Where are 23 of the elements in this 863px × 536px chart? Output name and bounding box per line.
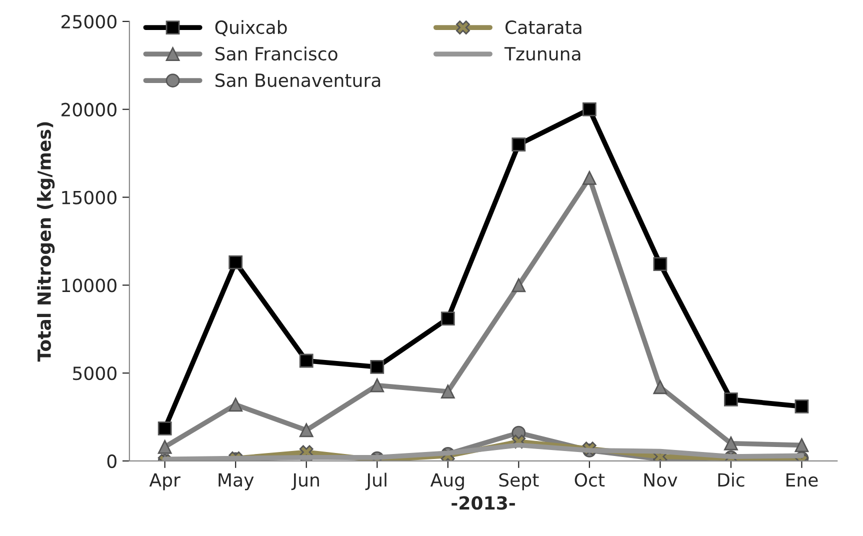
legend-label: San Francisco — [216, 46, 338, 61]
y-tick-label: 20000 — [62, 102, 116, 116]
x-tick-label: Jun — [291, 473, 319, 490]
x-tick-label: May — [218, 473, 254, 490]
x-tick-label: Aug — [430, 473, 464, 490]
x-tick-label: Sept — [499, 473, 539, 490]
x-tick-label: Dic — [718, 472, 744, 487]
x-tick-label: Jul — [365, 472, 386, 490]
x-tick-label: Ene — [786, 473, 818, 487]
x-tick-label: Nov — [644, 473, 678, 487]
legend-label: Quixcab — [215, 20, 287, 36]
x-tick-label: Apr — [149, 473, 180, 490]
legend-label: San Buenaventura — [216, 73, 380, 88]
y-tick-label: 10000 — [62, 278, 116, 292]
y-tick-label: 25000 — [62, 14, 116, 29]
legend-label: Tzununa — [504, 47, 580, 61]
y-tick-label: 15000 — [62, 190, 116, 204]
y-tick-label: 0 — [107, 454, 116, 468]
y-tick-label: 5000 — [73, 366, 116, 380]
legend-label: Catarata — [506, 20, 582, 34]
x-axis-title: -2013- — [452, 496, 515, 510]
y-axis-title: Total Nitrogen (kg/mes) — [37, 122, 55, 362]
x-tick-label: Oct — [574, 473, 605, 487]
